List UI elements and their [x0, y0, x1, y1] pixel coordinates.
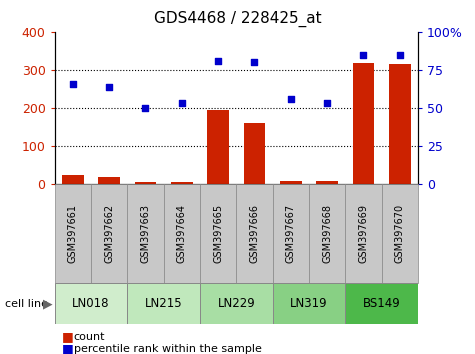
Point	[323, 101, 331, 106]
Point	[287, 96, 294, 102]
Text: ■: ■	[62, 331, 74, 343]
Bar	[316, 181, 338, 184]
Text: GSM397670: GSM397670	[395, 204, 405, 263]
Bar	[244, 123, 266, 184]
Text: GSM397662: GSM397662	[104, 204, 114, 263]
Point	[214, 58, 222, 64]
Text: count: count	[74, 332, 105, 342]
Point	[142, 105, 149, 111]
Text: GSM397663: GSM397663	[141, 204, 151, 263]
Text: BS149: BS149	[363, 297, 400, 310]
Bar	[352, 63, 374, 184]
Text: GSM397669: GSM397669	[359, 204, 369, 263]
Bar	[134, 182, 156, 184]
Bar	[55, 283, 127, 324]
Bar	[207, 110, 229, 184]
Bar	[200, 283, 273, 324]
Text: GDS4468 / 228425_at: GDS4468 / 228425_at	[154, 11, 321, 27]
Text: GSM397661: GSM397661	[68, 204, 78, 263]
Bar	[127, 283, 200, 324]
Bar	[389, 64, 411, 184]
Bar	[280, 181, 302, 184]
Bar	[163, 184, 200, 283]
Bar	[171, 182, 193, 184]
Point	[396, 52, 404, 57]
Bar	[200, 184, 237, 283]
Text: LN018: LN018	[72, 297, 110, 310]
Text: GSM397666: GSM397666	[249, 204, 259, 263]
Text: LN215: LN215	[145, 297, 182, 310]
Text: ■: ■	[62, 342, 74, 354]
Text: GSM397667: GSM397667	[286, 204, 296, 263]
Bar	[273, 184, 309, 283]
Point	[178, 101, 186, 106]
Point	[69, 81, 76, 86]
Bar	[345, 184, 381, 283]
Bar	[55, 184, 91, 283]
Bar	[127, 184, 163, 283]
Point	[105, 84, 113, 90]
Bar	[381, 184, 418, 283]
Text: LN319: LN319	[290, 297, 328, 310]
Text: GSM397668: GSM397668	[322, 204, 332, 263]
Bar	[237, 184, 273, 283]
Bar	[62, 175, 84, 184]
Bar	[345, 283, 418, 324]
Point	[360, 52, 367, 57]
Bar	[309, 184, 345, 283]
Text: LN229: LN229	[218, 297, 255, 310]
Text: ▶: ▶	[43, 297, 52, 310]
Bar	[98, 177, 120, 184]
Text: cell line: cell line	[5, 298, 48, 309]
Text: GSM397664: GSM397664	[177, 204, 187, 263]
Point	[251, 59, 258, 65]
Text: GSM397665: GSM397665	[213, 204, 223, 263]
Bar	[91, 184, 127, 283]
Text: percentile rank within the sample: percentile rank within the sample	[74, 344, 262, 354]
Bar	[273, 283, 345, 324]
